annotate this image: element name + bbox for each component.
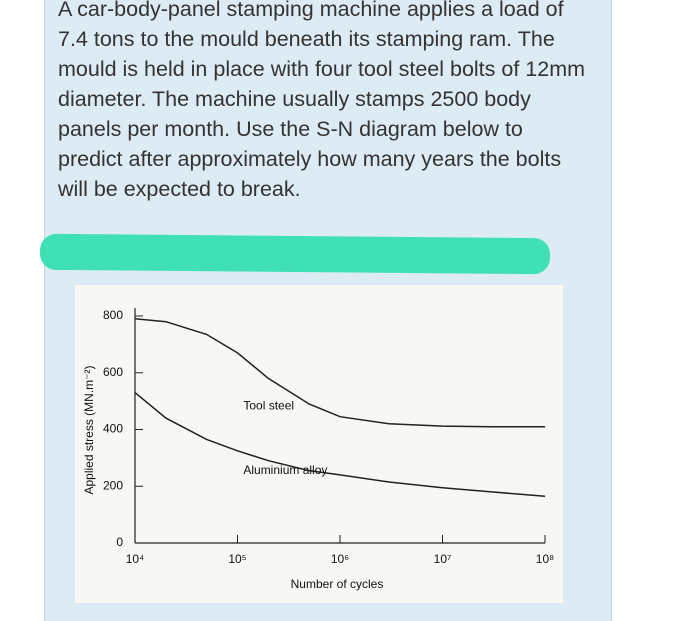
- series-label: Aluminium alloy: [243, 463, 327, 477]
- question-text: A car-body-panel stamping machine applie…: [58, 0, 586, 201]
- x-axis-label: Number of cycles: [291, 577, 384, 591]
- series-line: [134, 318, 545, 428]
- series-line: [134, 392, 546, 497]
- x-tick-label: 10⁵: [228, 552, 246, 566]
- x-tick-label: 10⁶: [331, 552, 349, 566]
- x-tick-label: 10⁸: [536, 552, 554, 566]
- x-tick-label: 10⁷: [434, 552, 452, 566]
- y-axis-label: Applied stress (MN.m⁻²): [82, 365, 96, 494]
- y-tick-label: 400: [103, 422, 123, 436]
- chart-image: [75, 285, 563, 603]
- x-tick-label: 10⁴: [126, 552, 145, 566]
- series-label: Tool steel: [243, 399, 294, 413]
- y-tick-label: 0: [116, 535, 123, 549]
- y-tick-label: 800: [103, 308, 123, 322]
- y-tick-label: 600: [103, 365, 123, 379]
- y-tick-label: 200: [103, 478, 123, 492]
